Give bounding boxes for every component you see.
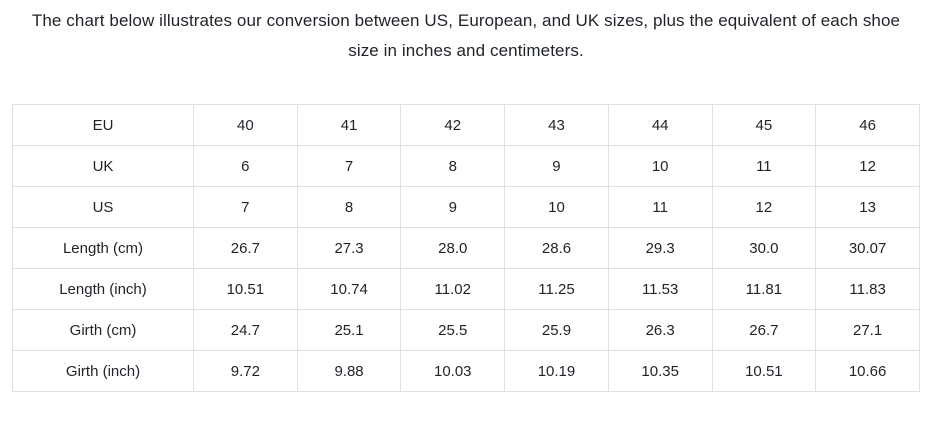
table-cell: 24.7 — [193, 309, 298, 351]
table-cell: 42 — [400, 104, 506, 146]
table-cell: 10 — [607, 145, 713, 187]
table-cell: 6 — [193, 145, 298, 187]
table-cell: 26.7 — [193, 227, 298, 269]
table-row-girth-cm: Girth (cm) 24.7 25.1 25.5 25.9 26.3 26.7… — [12, 309, 920, 351]
table-cell: 11.53 — [607, 268, 713, 310]
table-cell: 10.03 — [400, 350, 506, 392]
page-title: The chart below illustrates our conversi… — [31, 11, 901, 60]
table-cell: 29.3 — [607, 227, 713, 269]
table-cell: 45 — [711, 104, 817, 146]
row-header-eu: EU — [12, 104, 194, 146]
table-cell: 9.72 — [193, 350, 298, 392]
table-row-length-inch: Length (inch) 10.51 10.74 11.02 11.25 11… — [12, 268, 920, 310]
table-row-uk: UK 6 7 8 9 10 11 12 — [12, 145, 920, 187]
row-header-us: US — [12, 186, 194, 228]
table-cell: 41 — [296, 104, 402, 146]
table-cell: 10.19 — [504, 350, 609, 392]
table-cell: 10.51 — [193, 268, 298, 310]
table-cell: 8 — [296, 186, 402, 228]
table-cell: 12 — [815, 145, 920, 187]
table-cell: 44 — [607, 104, 713, 146]
table-cell: 40 — [193, 104, 298, 146]
table-cell: 10.74 — [296, 268, 402, 310]
table-cell: 30.0 — [711, 227, 817, 269]
table-cell: 28.0 — [400, 227, 506, 269]
table-cell: 10.35 — [607, 350, 713, 392]
table-cell: 26.3 — [607, 309, 713, 351]
table-row-length-cm: Length (cm) 26.7 27.3 28.0 28.6 29.3 30.… — [12, 227, 920, 269]
row-header-uk: UK — [12, 145, 194, 187]
row-header-length-inch: Length (inch) — [12, 268, 194, 310]
table-cell: 46 — [815, 104, 920, 146]
table-cell: 25.1 — [296, 309, 402, 351]
table-cell: 28.6 — [504, 227, 609, 269]
table-cell: 30.07 — [815, 227, 920, 269]
table-cell: 12 — [711, 186, 817, 228]
row-header-girth-cm: Girth (cm) — [12, 309, 194, 351]
table-cell: 10 — [504, 186, 609, 228]
table-cell: 25.5 — [400, 309, 506, 351]
table-cell: 27.3 — [296, 227, 402, 269]
table-cell: 25.9 — [504, 309, 609, 351]
table-cell: 10.51 — [711, 350, 817, 392]
table-cell: 7 — [193, 186, 298, 228]
row-header-girth-inch: Girth (inch) — [12, 350, 194, 392]
table-cell: 26.7 — [711, 309, 817, 351]
table-cell: 11 — [607, 186, 713, 228]
table-cell: 7 — [296, 145, 402, 187]
table-cell: 9 — [400, 186, 506, 228]
table-cell: 11.25 — [504, 268, 609, 310]
table-row-eu: EU 40 41 42 43 44 45 46 — [12, 104, 920, 146]
table-cell: 11 — [711, 145, 817, 187]
table-cell: 9.88 — [296, 350, 402, 392]
table-cell: 27.1 — [815, 309, 920, 351]
table-cell: 11.83 — [815, 268, 920, 310]
table-cell: 10.66 — [815, 350, 920, 392]
table-cell: 13 — [815, 186, 920, 228]
table-cell: 43 — [504, 104, 609, 146]
table-cell: 9 — [504, 145, 609, 187]
table-cell: 11.02 — [400, 268, 506, 310]
table-cell: 8 — [400, 145, 506, 187]
table-cell: 11.81 — [711, 268, 817, 310]
table-row-us: US 7 8 9 10 11 12 13 — [12, 186, 920, 228]
row-header-length-cm: Length (cm) — [12, 227, 194, 269]
table-row-girth-inch: Girth (inch) 9.72 9.88 10.03 10.19 10.35… — [12, 350, 920, 392]
size-conversion-table: EU 40 41 42 43 44 45 46 UK 6 7 8 9 10 11… — [12, 104, 920, 392]
